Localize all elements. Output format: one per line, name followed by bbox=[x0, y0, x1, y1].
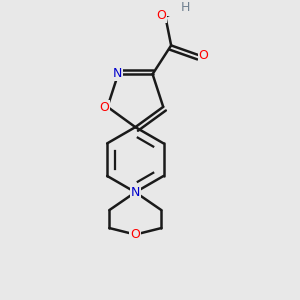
Text: H: H bbox=[181, 1, 190, 14]
Text: O: O bbox=[99, 101, 109, 114]
Text: O: O bbox=[130, 228, 140, 241]
Text: O: O bbox=[156, 9, 166, 22]
Text: N: N bbox=[131, 186, 140, 199]
Text: N: N bbox=[112, 67, 122, 80]
Text: O: O bbox=[199, 49, 208, 62]
